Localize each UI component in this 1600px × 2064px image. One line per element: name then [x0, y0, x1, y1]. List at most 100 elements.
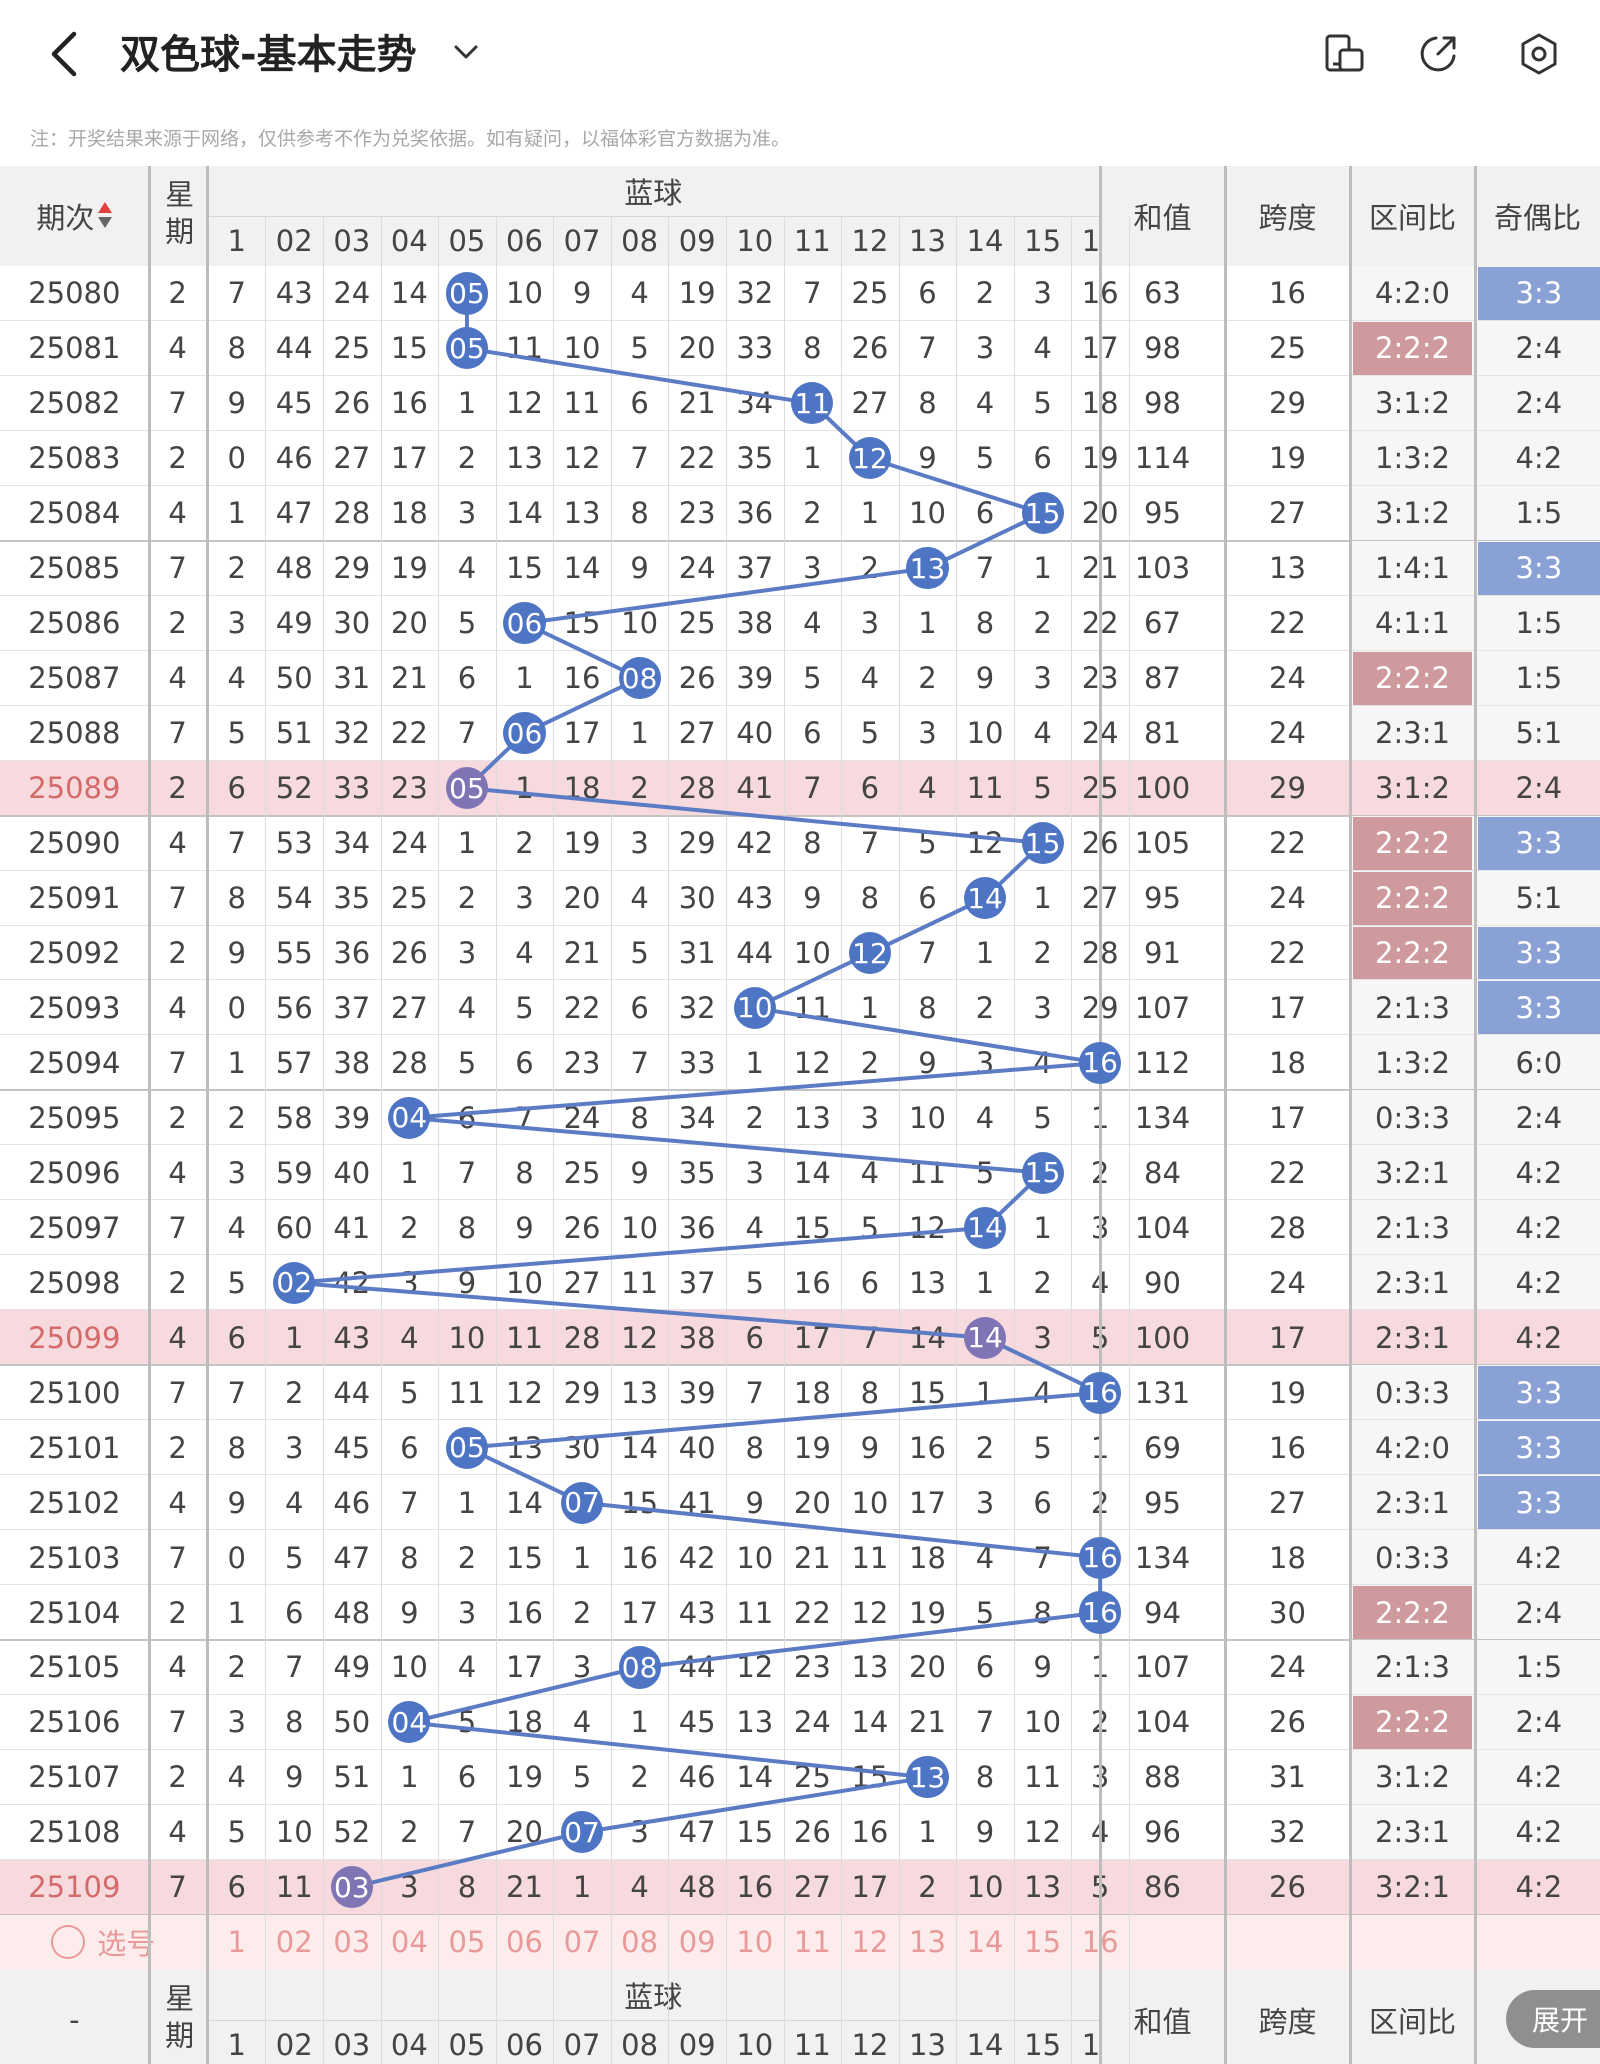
bottom-blue-col-15[interactable]: 15: [1013, 2019, 1072, 2064]
top-blue-col-5[interactable]: 05: [438, 216, 496, 266]
layout-toggle-icon[interactable]: [1320, 30, 1368, 78]
top-span-header[interactable]: 跨度: [1225, 166, 1350, 266]
top-sum-header[interactable]: 和值: [1100, 166, 1225, 266]
top-blue-col-7[interactable]: 07: [553, 216, 611, 266]
select-ball-option[interactable]: 14: [966, 1925, 1004, 1960]
settings-icon[interactable]: [1515, 30, 1563, 78]
miss-count: 6: [457, 1100, 477, 1135]
top-blue-col-11[interactable]: 11: [783, 216, 842, 266]
miss-count: 24: [563, 1100, 601, 1135]
miss-count: 2: [975, 990, 995, 1025]
blue-ball[interactable]: 15: [1021, 1151, 1064, 1194]
blue-ball[interactable]: 16: [1079, 1371, 1122, 1414]
bottom-span-header[interactable]: 跨度: [1225, 1969, 1350, 2064]
blue-ball[interactable]: 06: [503, 712, 546, 755]
select-ball-option[interactable]: 08: [621, 1925, 659, 1960]
blue-ball[interactable]: 07: [561, 1811, 604, 1854]
back-arrow-icon[interactable]: [40, 26, 90, 82]
bottom-blue-col-8[interactable]: 08: [610, 2019, 669, 2064]
blue-ball[interactable]: 14: [963, 1206, 1007, 1249]
bottom-blue-col-12[interactable]: 12: [841, 2019, 899, 2064]
top-zone-header[interactable]: 区间比: [1350, 166, 1475, 266]
blue-ball[interactable]: 12: [848, 437, 891, 480]
blue-ball[interactable]: 07: [561, 1481, 604, 1524]
top-blue-col-13[interactable]: 13: [898, 216, 957, 266]
miss-count: 4: [975, 386, 995, 421]
blue-ball[interactable]: 15: [1021, 822, 1064, 865]
blue-ball[interactable]: 12: [848, 931, 891, 975]
top-blue-col-2[interactable]: 02: [265, 216, 324, 266]
top-blue-col-9[interactable]: 09: [668, 216, 726, 266]
blue-ball[interactable]: 11: [791, 382, 834, 425]
bottom-period-header[interactable]: -: [0, 1969, 149, 2064]
top-blue-col-3[interactable]: 03: [323, 216, 381, 266]
select-ball-option[interactable]: 11: [793, 1925, 831, 1960]
bottom-blue-col-2[interactable]: 02: [265, 2019, 324, 2064]
blue-ball[interactable]: 16: [1079, 1591, 1122, 1634]
expand-button[interactable]: 展开: [1506, 1990, 1600, 2048]
select-ball-option[interactable]: 09: [678, 1925, 716, 1960]
blue-ball[interactable]: 08: [618, 1646, 661, 1689]
top-blue-col-1[interactable]: 1: [207, 216, 266, 266]
top-odd_even-header[interactable]: 奇偶比: [1475, 166, 1600, 266]
select-ball-option[interactable]: 15: [1024, 1925, 1062, 1960]
blue-ball[interactable]: 04: [388, 1701, 431, 1744]
blue-ball[interactable]: 05: [445, 1426, 488, 1469]
bottom-blue-col-4[interactable]: 04: [380, 2019, 439, 2064]
select-ball-option[interactable]: 06: [506, 1925, 543, 1960]
bottom-blue-col-14[interactable]: 14: [956, 2019, 1014, 2064]
select-circle-icon[interactable]: [51, 1925, 86, 1960]
blue-ball[interactable]: 05: [445, 272, 488, 315]
blue-ball[interactable]: 13: [906, 547, 949, 590]
select-number-button[interactable]: 选号: [0, 1915, 207, 1970]
select-ball-option[interactable]: 10: [736, 1925, 774, 1960]
select-ball-option[interactable]: 03: [333, 1925, 371, 1960]
top-blue-col-14[interactable]: 14: [956, 216, 1014, 266]
top-period-header[interactable]: 期次: [0, 166, 149, 266]
bottom-blue-col-11[interactable]: 11: [783, 2019, 842, 2064]
blue-ball[interactable]: 10: [733, 986, 776, 1029]
chevron-down-icon[interactable]: [448, 34, 484, 70]
blue-ball[interactable]: 16: [1079, 1041, 1122, 1084]
sort-arrows-icon[interactable]: [98, 202, 113, 230]
blue-ball[interactable]: 08: [618, 657, 661, 700]
bottom-blue-col-3[interactable]: 03: [323, 2019, 381, 2064]
blue-ball[interactable]: 14: [963, 876, 1007, 920]
top-blue-col-12[interactable]: 12: [841, 216, 899, 266]
bottom-blue-col-1[interactable]: 1: [207, 2019, 266, 2064]
bottom-zone-header[interactable]: 区间比: [1350, 1969, 1475, 2064]
bottom-blue-col-6[interactable]: 06: [495, 2019, 554, 2064]
blue-ball[interactable]: 04: [388, 1096, 431, 1139]
select-ball-option[interactable]: 04: [390, 1925, 428, 1960]
top-blue-col-6[interactable]: 06: [495, 216, 554, 266]
bottom-blue-col-13[interactable]: 13: [898, 2019, 957, 2064]
blue-ball[interactable]: 15: [1021, 492, 1064, 535]
sum-cell: 87: [1144, 661, 1181, 696]
bottom-blue-col-9[interactable]: 09: [668, 2019, 726, 2064]
blue-ball[interactable]: 14: [963, 1316, 1007, 1359]
select-ball-option[interactable]: 02: [275, 1925, 313, 1960]
blue-ball[interactable]: 16: [1079, 1536, 1122, 1579]
blue-ball[interactable]: 03: [330, 1866, 373, 1909]
top-blue-col-8[interactable]: 08: [610, 216, 669, 266]
top-blue-col-10[interactable]: 10: [725, 216, 784, 266]
blue-ball[interactable]: 06: [503, 602, 546, 645]
top-blue-col-4[interactable]: 04: [380, 216, 439, 266]
blue-ball[interactable]: 02: [273, 1261, 316, 1304]
page-title[interactable]: 双色球-基本走势: [120, 32, 417, 78]
bottom-blue-col-10[interactable]: 10: [725, 2019, 784, 2064]
blue-ball[interactable]: 05: [445, 767, 488, 810]
select-ball-option[interactable]: 13: [909, 1925, 946, 1960]
select-ball-option[interactable]: 05: [448, 1925, 486, 1960]
blue-ball[interactable]: 13: [906, 1756, 949, 1799]
select-ball-option[interactable]: 1: [227, 1925, 246, 1960]
share-icon[interactable]: [1414, 30, 1462, 78]
top-blue-col-15[interactable]: 15: [1013, 216, 1072, 266]
bottom-blue-col-5[interactable]: 05: [438, 2019, 496, 2064]
blue-ball[interactable]: 05: [445, 327, 488, 370]
select-ball-option[interactable]: 12: [851, 1925, 889, 1960]
select-ball-option[interactable]: 07: [563, 1925, 601, 1960]
week-cell: 2: [168, 935, 187, 970]
bottom-sum-header[interactable]: 和值: [1100, 1969, 1225, 2064]
bottom-blue-col-7[interactable]: 07: [553, 2019, 611, 2064]
